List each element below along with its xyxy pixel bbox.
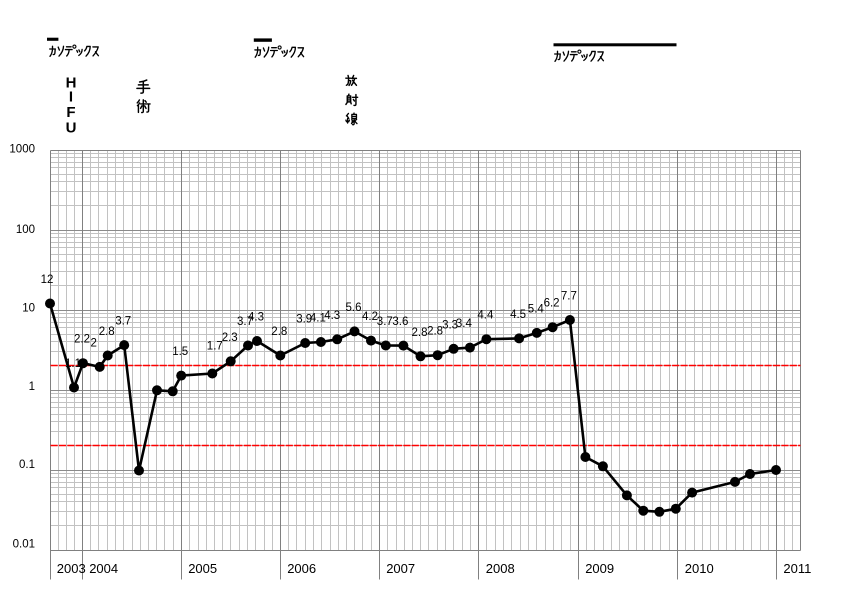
svg-text:2.8: 2.8 xyxy=(271,326,287,338)
svg-text:2010: 2010 xyxy=(685,561,714,576)
svg-text:2011: 2011 xyxy=(783,561,811,576)
svg-text:2007: 2007 xyxy=(386,561,415,576)
svg-text:3.7: 3.7 xyxy=(377,316,393,328)
svg-text:U: U xyxy=(66,119,77,136)
svg-text:0.1: 0.1 xyxy=(19,459,35,471)
svg-text:100: 100 xyxy=(16,224,35,236)
svg-text:H: H xyxy=(66,75,77,92)
svg-text:1.7: 1.7 xyxy=(207,341,223,353)
svg-text:2004: 2004 xyxy=(89,561,118,576)
svg-text:3.9: 3.9 xyxy=(296,314,312,326)
svg-text:2.2: 2.2 xyxy=(74,334,90,346)
svg-text:5.4: 5.4 xyxy=(528,303,545,315)
svg-text:2: 2 xyxy=(90,337,96,349)
svg-text:4.1: 4.1 xyxy=(310,313,326,325)
svg-text:4.2: 4.2 xyxy=(362,311,378,323)
svg-text:1.1: 1.1 xyxy=(65,358,81,370)
svg-text:3.7: 3.7 xyxy=(237,316,253,328)
svg-text:F: F xyxy=(66,104,75,121)
svg-text:3.3: 3.3 xyxy=(442,319,458,331)
svg-text:3.4: 3.4 xyxy=(456,318,473,330)
svg-text:7.7: 7.7 xyxy=(561,291,577,303)
svg-text:3.6: 3.6 xyxy=(392,316,408,328)
svg-text:4.3: 4.3 xyxy=(324,310,340,322)
svg-text:10: 10 xyxy=(22,303,35,315)
svg-text:2.8: 2.8 xyxy=(99,326,115,338)
svg-text:2.8: 2.8 xyxy=(412,327,428,339)
svg-text:I: I xyxy=(69,89,73,106)
svg-text:2006: 2006 xyxy=(287,561,316,576)
svg-text:4.5: 4.5 xyxy=(510,309,526,321)
svg-text:2005: 2005 xyxy=(188,561,217,576)
svg-text:4.4: 4.4 xyxy=(477,310,494,322)
svg-text:2.8: 2.8 xyxy=(427,326,443,338)
svg-text:2.3: 2.3 xyxy=(222,332,238,344)
svg-text:2008: 2008 xyxy=(486,561,515,576)
svg-text:1000: 1000 xyxy=(9,144,35,156)
svg-text:4.3: 4.3 xyxy=(248,312,264,324)
svg-text:5.6: 5.6 xyxy=(346,302,362,314)
svg-text:1.5: 1.5 xyxy=(172,346,188,358)
svg-text:2003: 2003 xyxy=(57,561,86,576)
svg-text:1: 1 xyxy=(29,381,35,393)
svg-text:3.7: 3.7 xyxy=(115,316,131,328)
svg-text:6.2: 6.2 xyxy=(544,298,560,310)
svg-text:2009: 2009 xyxy=(585,561,614,576)
svg-text:0.01: 0.01 xyxy=(13,539,35,551)
svg-text:12: 12 xyxy=(41,274,54,286)
